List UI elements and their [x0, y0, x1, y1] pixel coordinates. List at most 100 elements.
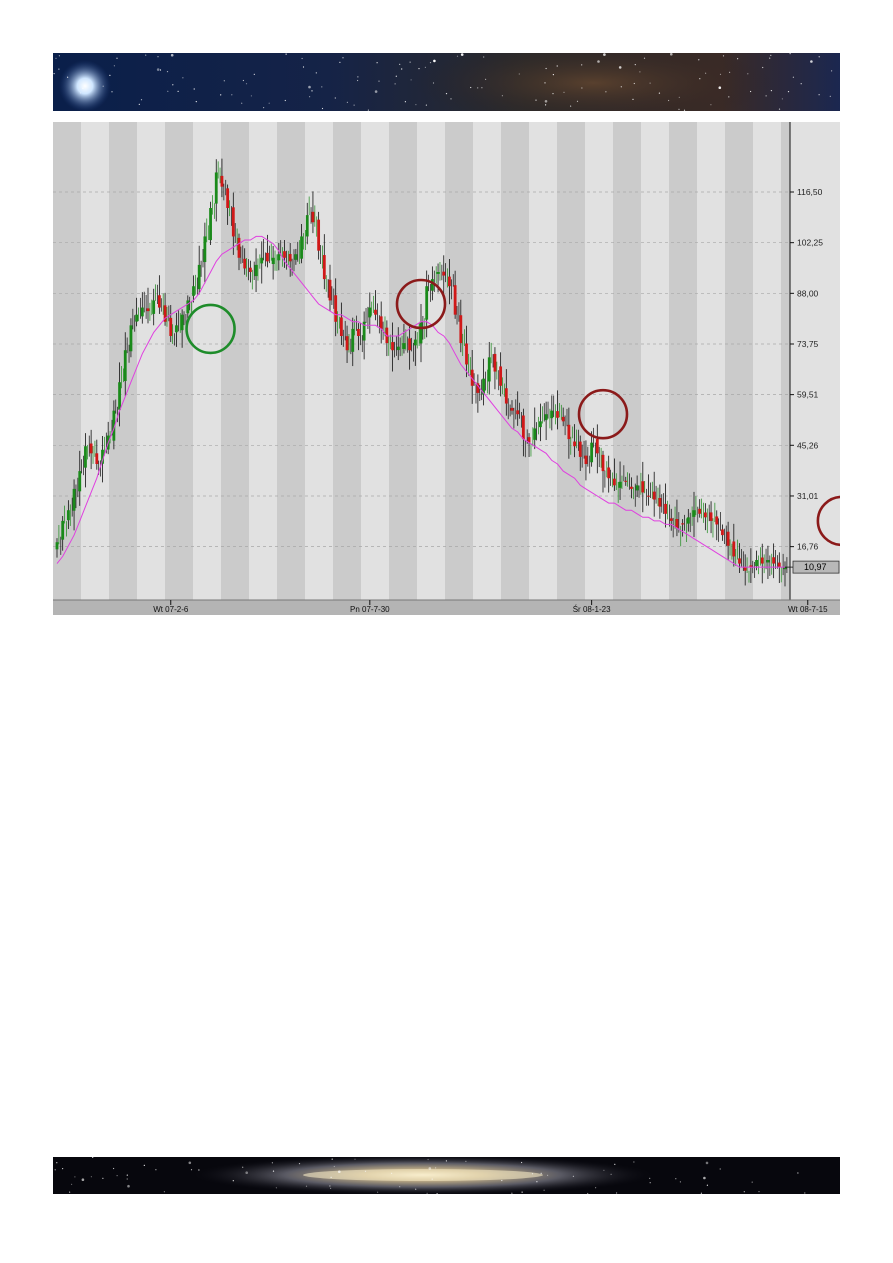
- candle: [465, 325, 471, 378]
- star: [668, 99, 670, 102]
- candle-body: [539, 421, 542, 428]
- star: [427, 1158, 429, 1161]
- candle: [470, 349, 477, 404]
- candle: [214, 159, 221, 222]
- candle-body: [755, 560, 758, 567]
- candle-body: [584, 455, 588, 464]
- star: [223, 80, 225, 82]
- candle: [140, 291, 147, 324]
- star: [765, 95, 767, 97]
- star: [55, 57, 57, 59]
- star: [190, 1169, 193, 1171]
- star: [719, 1168, 721, 1170]
- candle: [226, 184, 232, 226]
- background-band: [137, 122, 165, 600]
- star: [426, 1192, 428, 1194]
- candle-body: [573, 441, 576, 447]
- candle-body: [675, 519, 679, 528]
- candle-body: [470, 369, 474, 386]
- star: [409, 61, 411, 63]
- background-band: [81, 122, 109, 600]
- star: [53, 73, 55, 75]
- star: [633, 82, 635, 85]
- background-band: [781, 122, 790, 600]
- candle-body: [192, 286, 195, 296]
- candle-body: [709, 512, 713, 521]
- y-tick-label: 73,75: [797, 339, 819, 349]
- star: [394, 83, 396, 85]
- background-band: [473, 122, 501, 600]
- candle-body: [334, 295, 338, 322]
- candle: [260, 239, 266, 284]
- moving-average-line: [56, 235, 785, 568]
- star: [789, 53, 791, 55]
- y-tick-label: 102,25: [797, 238, 823, 248]
- star: [338, 1170, 341, 1173]
- star: [377, 1191, 379, 1193]
- star: [703, 1176, 706, 1180]
- star: [460, 53, 464, 56]
- x-tick-label: Wt 08-7-15: [788, 605, 828, 614]
- star: [429, 62, 432, 64]
- star: [305, 1185, 308, 1187]
- star: [321, 107, 324, 110]
- candle-body: [305, 215, 309, 237]
- star: [552, 93, 554, 95]
- star: [511, 1192, 513, 1194]
- star: [170, 53, 174, 57]
- star: [116, 1175, 118, 1177]
- star: [424, 66, 426, 68]
- star: [182, 77, 184, 79]
- candle-body: [504, 388, 508, 404]
- y-tick-label: 116,50: [797, 187, 823, 197]
- star: [436, 1193, 438, 1194]
- candle-body: [482, 378, 485, 395]
- star: [770, 90, 773, 92]
- candle: [84, 433, 90, 488]
- star: [603, 53, 606, 56]
- candle: [442, 255, 448, 293]
- star: [172, 84, 174, 86]
- star: [330, 1187, 332, 1189]
- star: [501, 95, 503, 97]
- background-band: [389, 122, 417, 600]
- candle: [607, 455, 613, 493]
- star: [399, 1186, 401, 1188]
- star: [481, 87, 483, 89]
- candle-body: [442, 271, 446, 276]
- star: [364, 1170, 367, 1172]
- candle: [732, 523, 738, 567]
- star: [245, 1171, 248, 1174]
- star: [670, 53, 673, 56]
- star: [232, 1180, 234, 1182]
- star: [357, 76, 359, 78]
- star: [275, 1187, 277, 1189]
- star: [675, 1178, 677, 1180]
- candle: [129, 308, 136, 358]
- candle: [357, 322, 363, 353]
- candle-body: [766, 560, 770, 563]
- candle: [726, 521, 733, 560]
- star: [410, 79, 412, 81]
- star: [250, 95, 252, 97]
- candle-body: [237, 237, 241, 258]
- candle: [772, 543, 778, 579]
- candle-body: [669, 518, 673, 521]
- candle-body: [220, 175, 224, 187]
- candle-body: [300, 236, 303, 259]
- candle-body: [590, 442, 594, 463]
- star: [678, 96, 680, 98]
- background-band: [557, 122, 585, 600]
- star: [632, 98, 634, 100]
- candle: [595, 424, 602, 474]
- candle: [703, 503, 710, 534]
- candle: [169, 304, 175, 346]
- star: [597, 60, 600, 63]
- candle-body: [260, 257, 264, 264]
- star: [698, 59, 700, 61]
- candle-body: [578, 441, 582, 457]
- candle-body: [760, 557, 764, 564]
- star: [831, 70, 833, 72]
- candle-body: [368, 307, 372, 318]
- star: [242, 1166, 244, 1168]
